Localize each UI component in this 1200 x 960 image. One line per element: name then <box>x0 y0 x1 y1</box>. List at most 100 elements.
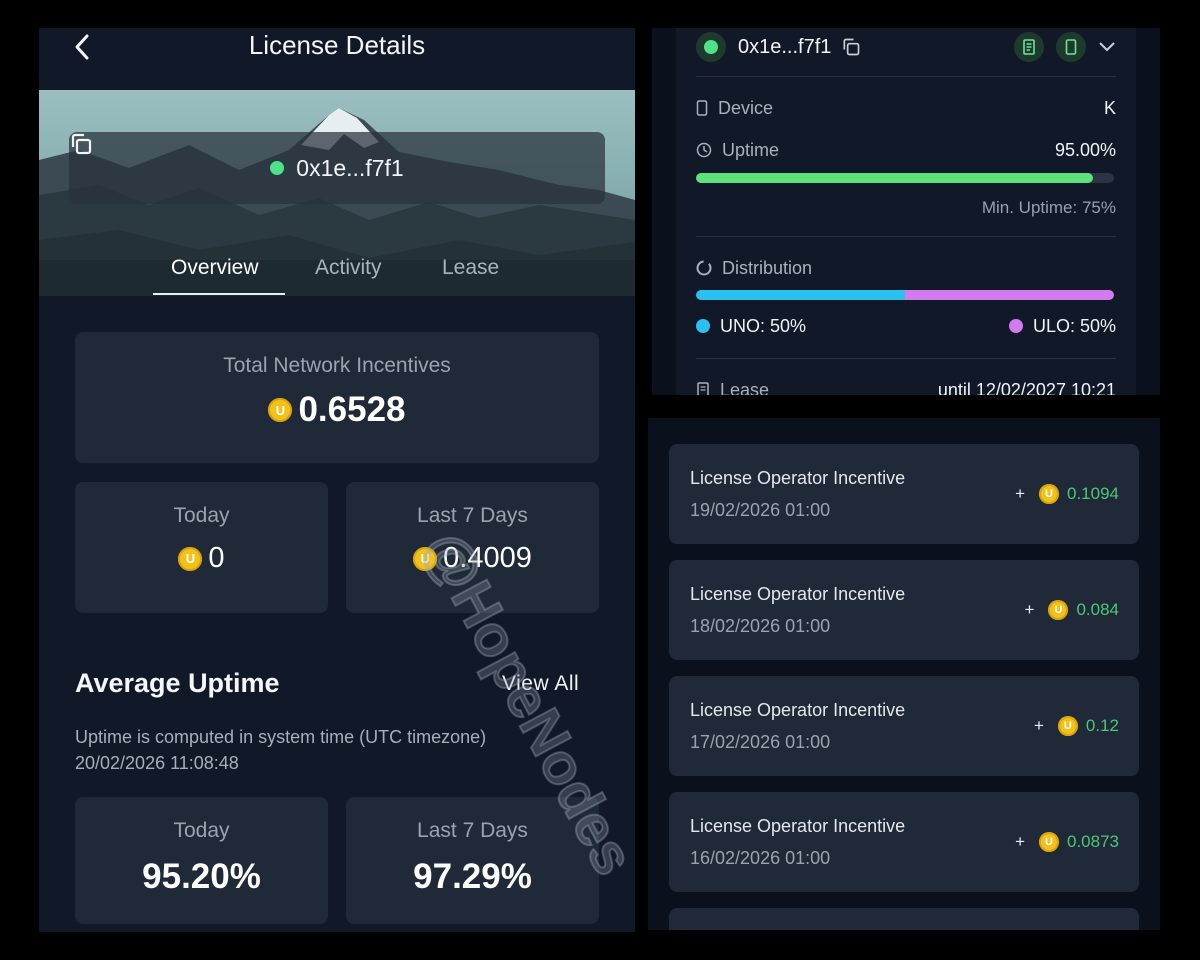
incentive-item[interactable]: License Operator Incentive 19/02/2026 01… <box>669 444 1139 544</box>
lease-label-group: Lease <box>696 379 770 396</box>
tab-lease[interactable]: Lease <box>442 256 500 279</box>
uptime-value: 95.00% <box>1054 139 1116 160</box>
legend-uno: UNO: 50% <box>696 316 806 337</box>
lease-label: Lease <box>720 379 770 396</box>
distribution-uno-segment <box>696 290 905 300</box>
distribution-bar <box>696 290 1114 300</box>
device-row: Device K <box>696 96 1116 120</box>
distribution-legend: UNO: 50% ULO: 50% <box>696 314 1116 338</box>
coin-icon: U <box>1057 716 1078 736</box>
device-label-group: Device <box>696 98 773 119</box>
uno-dot <box>696 319 710 333</box>
ulo-dot <box>1008 319 1023 333</box>
tab-overview[interactable]: Overview <box>171 256 259 279</box>
week-incentives-label: Last 7 Days <box>417 504 528 527</box>
copy-icon[interactable] <box>69 132 93 156</box>
lease-value: until 12/02/2027 10:21 <box>937 379 1116 396</box>
coin-icon: U <box>1039 832 1059 852</box>
coin-icon: U <box>178 546 203 571</box>
status-indicator <box>696 32 726 62</box>
node-header-row: 0x1e...f7f1 <box>696 30 1116 64</box>
week-uptime-label: Last 7 Days <box>417 819 528 842</box>
incentive-date: 16/02/2026 01:00 <box>690 848 831 868</box>
week-uptime-card: Last 7 Days 97.29% <box>346 797 599 924</box>
today-incentives-value-row: U 0 <box>75 542 328 575</box>
pie-icon <box>696 260 712 276</box>
node-summary-panel: 0x1e...f7f1 Device K <box>652 28 1160 395</box>
device-icon <box>696 100 708 116</box>
total-incentives-card: Total Network Incentives U 0.6528 <box>75 332 599 463</box>
incentive-date: 19/02/2026 01:00 <box>690 500 831 520</box>
incentive-amount: 0.12 <box>1085 716 1119 735</box>
incentive-title: License Operator Incentive <box>690 468 906 488</box>
week-incentives-value: 0.4009 <box>443 542 532 574</box>
today-incentives-value: 0 <box>208 542 225 574</box>
total-incentives-value-row: U 0.6528 <box>75 390 599 430</box>
divider <box>696 236 1116 237</box>
uptime-bar-track <box>696 173 1114 183</box>
week-incentives-card: Last 7 Days U 0.4009 <box>346 482 599 613</box>
address-card: 0x1e...f7f1 <box>69 132 605 204</box>
chevron-down-icon[interactable] <box>1098 41 1116 53</box>
incentive-amount: 0.084 <box>1076 600 1119 619</box>
node-actions <box>1014 32 1116 62</box>
copy-icon[interactable] <box>841 37 861 57</box>
receipt-button[interactable] <box>1014 32 1044 62</box>
device-value: K <box>1103 97 1116 118</box>
incentive-item-partial[interactable] <box>669 908 1139 930</box>
address-text: 0x1e...f7f1 <box>296 154 404 181</box>
incentive-item[interactable]: License Operator Incentive 17/02/2026 01… <box>669 676 1139 776</box>
tab-bar: Overview Activity Lease <box>39 250 635 296</box>
node-address: 0x1e...f7f1 <box>738 35 832 58</box>
min-uptime: Min. Uptime: 75% <box>981 198 1116 217</box>
uptime-note: Uptime is computed in system time (UTC t… <box>75 724 486 776</box>
back-button[interactable] <box>65 30 99 64</box>
incentive-item[interactable]: License Operator Incentive 16/02/2026 01… <box>669 792 1139 892</box>
today-uptime-label: Today <box>173 819 230 842</box>
back-arrow-icon <box>75 34 89 60</box>
page-title: License Details <box>248 30 426 60</box>
receipt-icon <box>697 382 709 395</box>
tab-active-indicator <box>153 293 285 295</box>
phone-icon <box>1065 39 1077 55</box>
incentive-title: License Operator Incentive <box>690 584 906 604</box>
plus-sign: + <box>1033 716 1044 735</box>
divider <box>696 76 1116 77</box>
view-all-link[interactable]: View All <box>502 672 580 695</box>
lease-row: Lease until 12/02/2027 10:21 <box>696 378 1116 395</box>
incentive-amount-row: + U 0.0873 <box>1015 832 1119 852</box>
today-incentives-label: Today <box>173 504 230 527</box>
incentive-amount: 0.0873 <box>1067 832 1119 851</box>
coin-icon: U <box>268 398 293 422</box>
incentive-amount-row: + U 0.084 <box>1025 600 1119 620</box>
today-uptime-card: Today 95.20% <box>75 797 328 924</box>
uptime-bar-fill <box>696 173 1094 183</box>
license-details-panel: License Details 0x1e...f7f1 <box>39 28 635 932</box>
divider <box>696 358 1116 359</box>
tab-activity[interactable]: Activity <box>315 256 382 279</box>
uno-label: UNO: 50% <box>720 315 807 336</box>
incentive-amount: 0.1094 <box>1067 484 1119 503</box>
incentive-history-panel: License Operator Incentive 19/02/2026 01… <box>648 418 1160 930</box>
uptime-row: Uptime 95.00% <box>696 138 1116 162</box>
total-incentives-label: Total Network Incentives <box>223 354 451 377</box>
device-label: Device <box>718 97 774 118</box>
plus-sign: + <box>1015 484 1025 503</box>
incentive-amount-row: + U 0.1094 <box>1015 484 1119 504</box>
legend-ulo: ULO: 50% <box>1008 315 1116 337</box>
device-button[interactable] <box>1056 32 1086 62</box>
receipt-icon <box>1023 39 1035 55</box>
coin-icon: U <box>1039 484 1059 504</box>
week-uptime-value: 97.29% <box>413 857 532 896</box>
header: License Details <box>39 28 635 90</box>
plus-sign: + <box>1024 600 1035 619</box>
incentive-title: License Operator Incentive <box>690 700 906 720</box>
coin-icon: U <box>413 546 438 571</box>
incentive-date: 17/02/2026 01:00 <box>690 732 831 752</box>
incentive-item[interactable]: License Operator Incentive 18/02/2026 01… <box>669 560 1139 660</box>
hero-banner: 0x1e...f7f1 Overview Activity Lease <box>39 90 635 296</box>
ulo-label: ULO: 50% <box>1032 315 1116 336</box>
incentive-title: License Operator Incentive <box>690 816 906 836</box>
average-uptime-title: Average Uptime <box>75 668 280 698</box>
node-summary-card: 0x1e...f7f1 Device K <box>676 28 1136 395</box>
